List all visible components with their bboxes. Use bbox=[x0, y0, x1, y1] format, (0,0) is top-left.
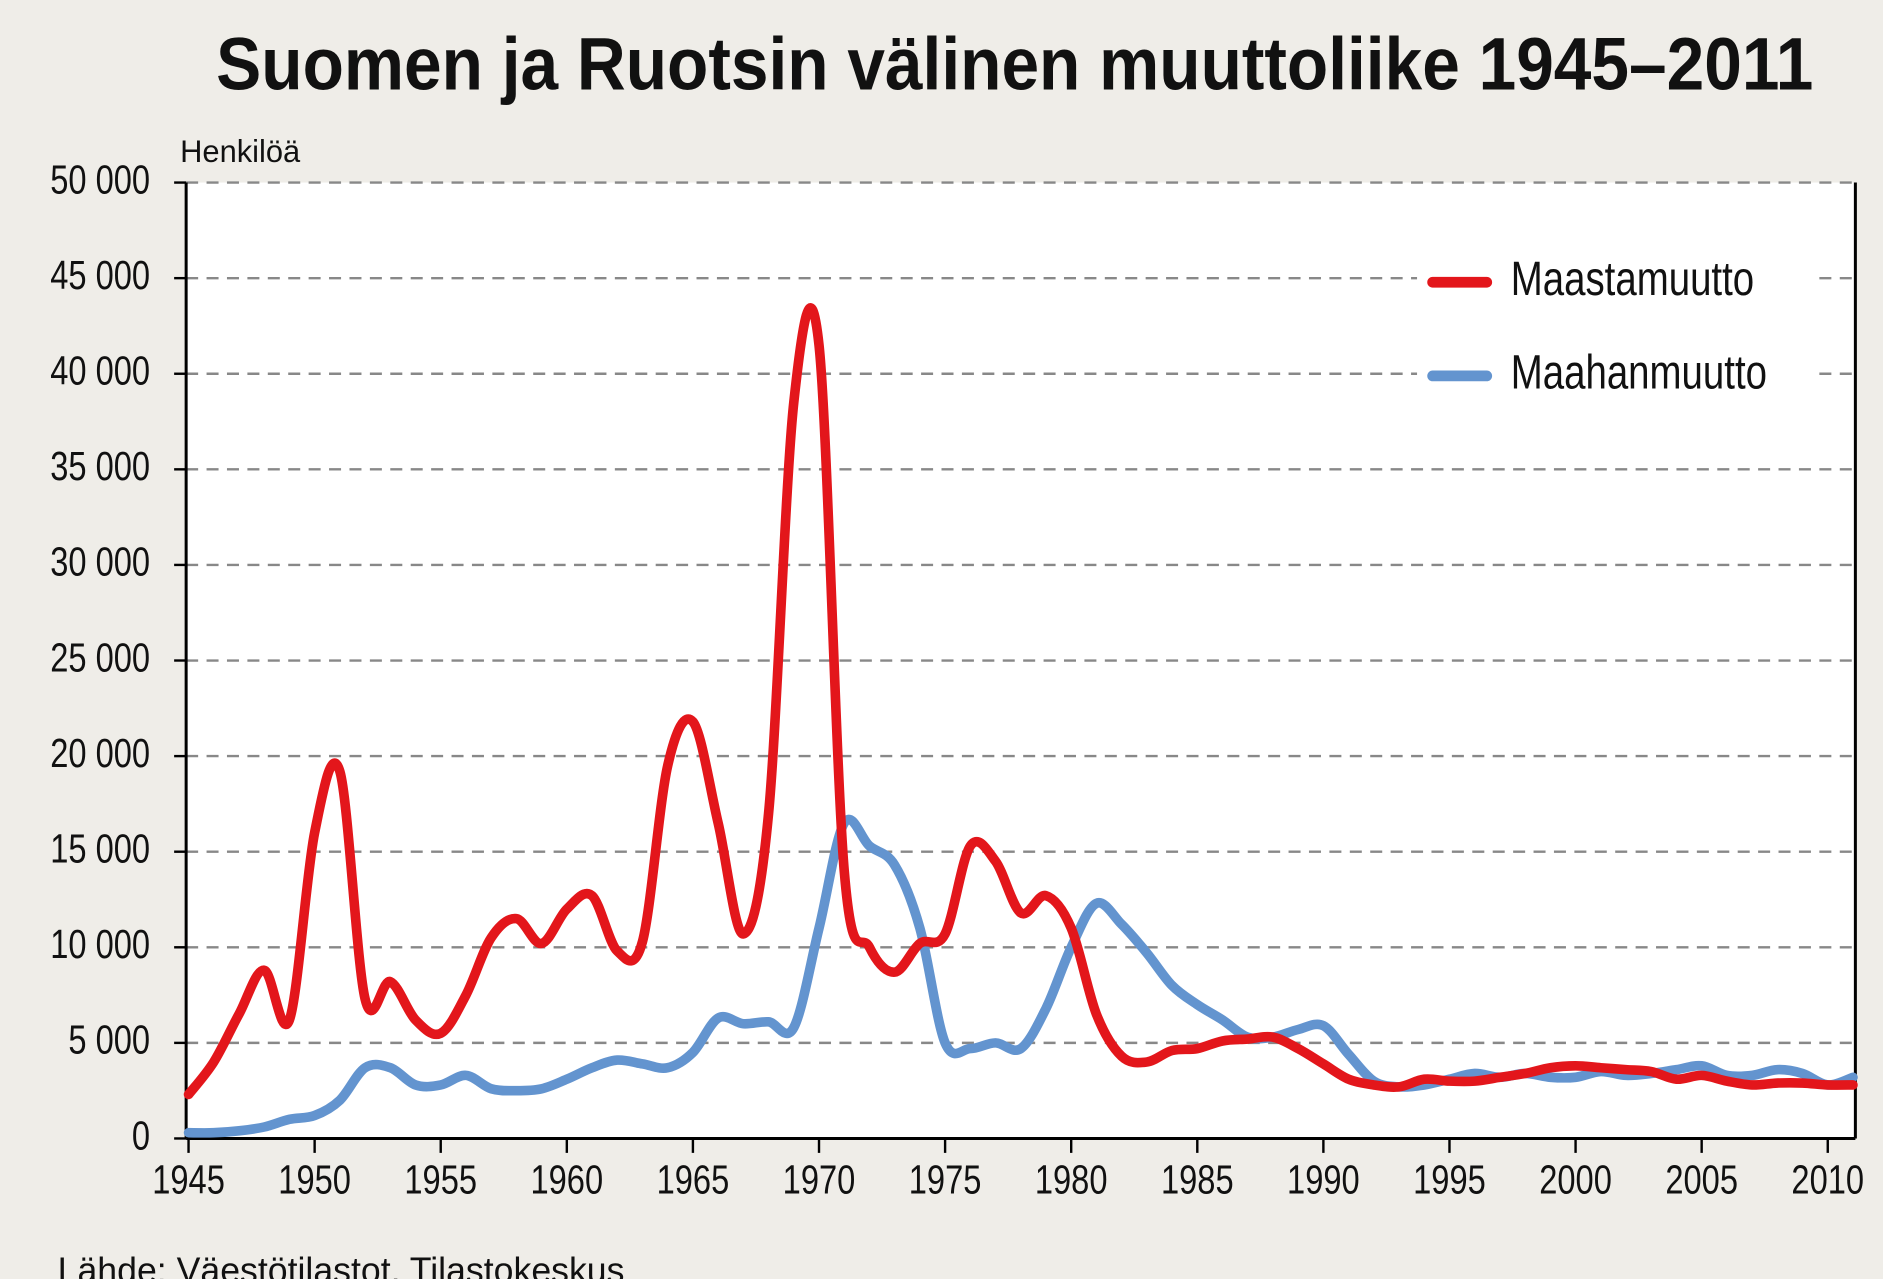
x-tick-label: 1995 bbox=[1413, 1157, 1486, 1202]
source: Lähde: Väestötilastot, Tilastokeskus bbox=[58, 1249, 625, 1279]
legend-label: Maahanmuutto bbox=[1511, 347, 1767, 400]
series-line bbox=[183, 303, 1858, 1100]
y-tick-label: 25 000 bbox=[50, 635, 150, 680]
y-tick-label: 10 000 bbox=[50, 922, 150, 967]
x-tick-label: 1975 bbox=[909, 1157, 982, 1202]
y-tick-label: 45 000 bbox=[50, 252, 150, 297]
y-tick-label: 20 000 bbox=[50, 730, 150, 775]
y-tick-label: 40 000 bbox=[50, 348, 150, 393]
y-tick-label: 0 bbox=[132, 1113, 150, 1158]
y-axis-label: Henkilöä bbox=[180, 134, 301, 169]
y-tick-label: 15 000 bbox=[50, 826, 150, 871]
x-tick-label: 1955 bbox=[404, 1157, 477, 1202]
x-tick-label: 2005 bbox=[1665, 1157, 1738, 1202]
x-tick-label: 1990 bbox=[1287, 1157, 1360, 1202]
y-tick-label: 5 000 bbox=[68, 1017, 150, 1062]
x-tick-label: 1980 bbox=[1035, 1157, 1108, 1202]
y-tick-label: 30 000 bbox=[50, 539, 150, 584]
legend-label: Maastamuutto bbox=[1511, 253, 1754, 306]
x-tick-label: 1970 bbox=[783, 1157, 856, 1202]
x-tick-label: 2010 bbox=[1791, 1157, 1864, 1202]
x-tick-label: 1950 bbox=[278, 1157, 351, 1202]
x-tick-label: 1945 bbox=[152, 1157, 225, 1202]
chart-title: Suomen ja Ruotsin välinen muuttoliike 19… bbox=[216, 22, 1813, 105]
series-line bbox=[183, 814, 1858, 1138]
y-tick-label: 35 000 bbox=[50, 444, 150, 489]
x-tick-label: 1965 bbox=[657, 1157, 730, 1202]
x-tick-label: 1960 bbox=[530, 1157, 603, 1202]
x-tick-label: 1985 bbox=[1161, 1157, 1234, 1202]
y-tick-label: 50 000 bbox=[50, 157, 150, 202]
x-tick-label: 2000 bbox=[1539, 1157, 1612, 1202]
